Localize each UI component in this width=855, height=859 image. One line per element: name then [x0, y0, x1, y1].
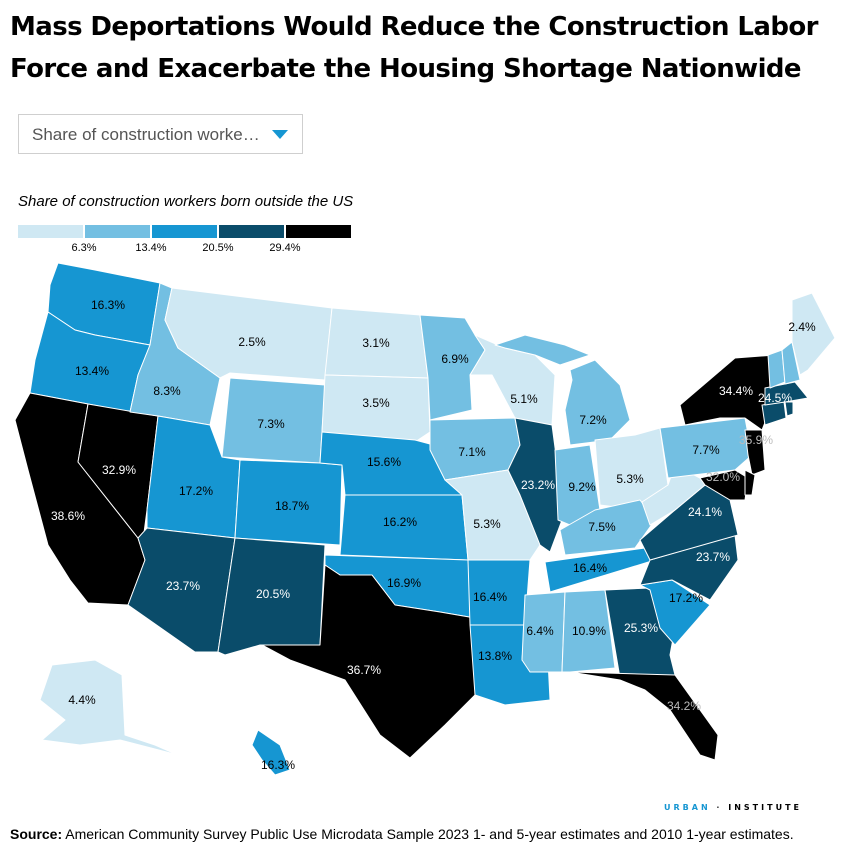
legend-swatch: [152, 225, 217, 238]
state-ny[interactable]: [679, 354, 779, 431]
urban-institute-logo: URBAN · INSTITUTE: [664, 803, 802, 812]
state-ks[interactable]: [339, 494, 469, 561]
state-il[interactable]: [507, 417, 563, 553]
measure-dropdown[interactable]: Share of construction worke…: [18, 114, 303, 154]
legend-break-label: 13.4%: [135, 242, 167, 254]
state-nd[interactable]: [324, 307, 429, 379]
state-ri[interactable]: [784, 401, 794, 417]
state-ct[interactable]: [761, 401, 787, 426]
dropdown-selected-value: Share of construction worke…: [32, 125, 260, 144]
state-ms[interactable]: [521, 591, 566, 673]
legend-swatch: [219, 225, 284, 238]
legend-color-scale: [18, 225, 351, 238]
state-fl[interactable]: [569, 671, 719, 761]
state-az[interactable]: [127, 527, 236, 653]
state-wy[interactable]: [221, 377, 326, 464]
legend-swatch: [286, 225, 351, 238]
source-note: Source: American Community Survey Public…: [10, 826, 794, 842]
state-md[interactable]: [699, 469, 749, 501]
legend-swatch: [85, 225, 150, 238]
chart-title: Mass Deportations Would Reduce the Const…: [10, 12, 818, 84]
legend-break-label: 6.3%: [71, 242, 97, 254]
state-tn[interactable]: [544, 547, 656, 593]
legend-break-label: 29.4%: [269, 242, 301, 254]
legend-break-label: 20.5%: [202, 242, 234, 254]
state-nm[interactable]: [217, 537, 326, 656]
state-de[interactable]: [744, 469, 756, 496]
source-label: Source:: [10, 826, 63, 842]
state-me[interactable]: [791, 292, 836, 376]
source-text: American Community Survey Public Use Mic…: [65, 826, 794, 842]
legend-swatch: [18, 225, 83, 238]
state-co[interactable]: [234, 459, 343, 546]
state-mi[interactable]: [564, 359, 631, 446]
state-nj[interactable]: [744, 429, 766, 476]
state-pa[interactable]: [659, 417, 753, 479]
state-tx[interactable]: [261, 564, 481, 759]
state-nh[interactable]: [781, 341, 801, 385]
legend-title: Share of construction workers born outsi…: [18, 193, 354, 210]
chevron-down-icon: [272, 130, 288, 139]
state-al[interactable]: [561, 589, 616, 673]
state-mi[interactable]: [494, 334, 591, 366]
state-hi[interactable]: [251, 729, 291, 776]
state-ak[interactable]: [39, 659, 179, 756]
state-sd[interactable]: [321, 374, 431, 443]
state-ar[interactable]: [467, 559, 531, 626]
